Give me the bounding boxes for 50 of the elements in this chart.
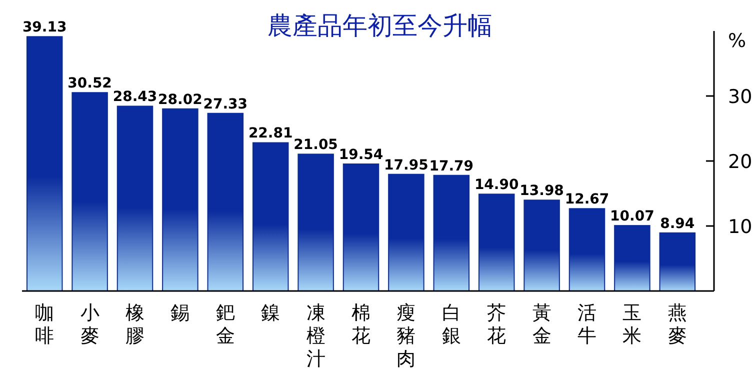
y-axis-title: %: [728, 30, 746, 52]
data-label: 28.43: [112, 89, 158, 106]
data-label: 28.02: [158, 92, 202, 108]
x-tick-label: 鎳: [261, 302, 280, 324]
x-tick-label: 瘦豬肉: [396, 302, 416, 370]
bar: [614, 225, 650, 292]
data-label: 27.33: [203, 96, 248, 112]
data-label: 21.05: [294, 137, 338, 154]
x-tick-label: 小麥: [80, 302, 100, 347]
chart-title: 農產品年初至今升幅: [268, 11, 492, 40]
bar: [568, 208, 606, 292]
data-label: 10.07: [610, 208, 654, 225]
data-label: 30.52: [68, 76, 112, 92]
x-tick-label: 黃金: [532, 302, 552, 347]
bar: [388, 174, 424, 292]
x-tick-label: 芥花: [487, 302, 506, 347]
x-tick-label: 玉米: [622, 302, 642, 347]
x-tick-label: 錫: [170, 302, 190, 324]
bar: [162, 108, 198, 292]
bar: [659, 232, 696, 292]
data-label: 22.81: [248, 126, 293, 142]
data-label: 8.94: [660, 216, 695, 232]
data-label: 17.79: [429, 158, 474, 174]
bar: [252, 142, 289, 292]
x-tick-label: 凍橙汁: [306, 302, 326, 370]
x-tick-label: 白銀: [442, 302, 461, 347]
bar: [26, 36, 63, 292]
y-tick-label: 20: [728, 151, 752, 173]
data-label: 12.67: [564, 192, 610, 208]
x-tick-label: 鈀金: [216, 302, 235, 347]
data-label: 13.98: [520, 183, 564, 200]
bar: [524, 200, 560, 292]
y-tick-label: 10: [728, 216, 752, 238]
bar: [298, 154, 334, 292]
bar: [207, 112, 244, 292]
x-tick-label: 橡膠: [126, 302, 144, 347]
x-tick-label: 活牛: [578, 302, 596, 347]
data-label: 17.95: [384, 157, 428, 174]
data-label: 39.13: [22, 20, 67, 36]
bar: [116, 106, 154, 292]
y-tick-label: 30: [728, 86, 752, 108]
bar: [342, 163, 380, 292]
data-label: 14.90: [474, 177, 519, 194]
x-tick-label: 棉花: [352, 302, 370, 347]
bar: [72, 92, 108, 292]
x-tick-label: 咖啡: [35, 302, 54, 347]
bar: [478, 194, 515, 292]
data-label: 19.54: [338, 146, 384, 163]
bar: [433, 174, 470, 292]
x-tick-label: 燕麥: [668, 302, 687, 347]
